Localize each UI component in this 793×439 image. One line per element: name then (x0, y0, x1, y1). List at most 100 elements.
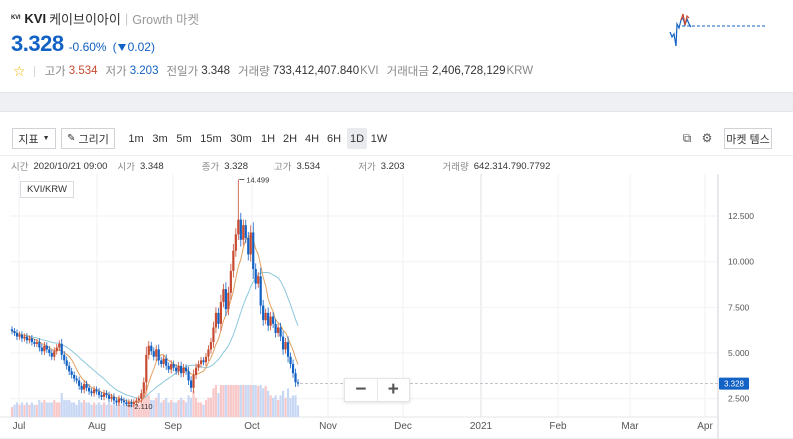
volume-bar (18, 404, 21, 417)
candle-body (175, 367, 178, 372)
zoom-out-button[interactable]: − (355, 379, 367, 400)
volume-bar (155, 397, 158, 417)
interval-1h[interactable]: 1H (260, 132, 276, 145)
candle-body (189, 380, 193, 388)
candle-body (135, 400, 138, 403)
price-chart[interactable]: Jul Aug Sep Oct Nov Dec 2021 Feb Mar Apr 2.500 5.00… (0, 112, 793, 439)
change-amount-value: 0.02 (127, 40, 151, 54)
candle-body (239, 219, 242, 240)
candle-body (219, 301, 223, 324)
candle-body (199, 360, 203, 365)
y-tick-label: 5.000 (728, 348, 750, 358)
volume-bar (147, 395, 150, 417)
candle-body (281, 336, 285, 350)
candle-body (170, 364, 173, 370)
volume-bar (53, 400, 56, 417)
candle-body (277, 327, 280, 333)
candle-body (184, 367, 188, 372)
candle-body (214, 312, 218, 328)
candle-body (272, 316, 275, 324)
candle-body (110, 396, 113, 399)
candle-body (120, 398, 123, 401)
interval-6h[interactable]: 6H (326, 132, 342, 145)
candle-body (296, 382, 300, 384)
candle-body (25, 336, 29, 341)
candle-body (187, 371, 190, 381)
volume-bar (175, 402, 178, 417)
volume-bar (110, 404, 113, 417)
volume-bar (207, 397, 210, 417)
stat-high-label: 고가 (44, 66, 66, 78)
volume-bar (294, 395, 297, 417)
volume-bar (127, 404, 130, 417)
draw-button[interactable]: ✎ 그리기 (61, 128, 115, 149)
interval-30m[interactable]: 30m (230, 132, 252, 145)
candle-body (130, 402, 133, 405)
info-low-label: 저가 (358, 162, 376, 173)
zoom-in-button[interactable]: + (376, 379, 410, 401)
ticker-header: KVI KVI 케이브이아이 | Growth 마켓 3.328 -0.60% … (0, 0, 793, 93)
info-time-label: 시간 (11, 162, 29, 173)
volume-bar (23, 404, 26, 417)
volume-bar (249, 385, 252, 417)
interval-1d[interactable]: 1D (347, 128, 367, 149)
popout-icon[interactable]: ⧉ (682, 130, 692, 145)
volume-bar (187, 395, 190, 417)
caret-down-icon: ▼ (42, 135, 50, 142)
volume-bar (13, 404, 16, 417)
volume-bar (63, 400, 66, 417)
volume-bar (90, 404, 93, 417)
moving-average-long (11, 272, 299, 399)
volume-bar (172, 402, 175, 417)
interval-4h[interactable]: 4H (304, 132, 320, 145)
volume-bar (60, 393, 63, 417)
candle-body (150, 345, 153, 352)
candle-body (10, 329, 14, 332)
x-tick-label: Nov (319, 421, 337, 432)
moving-average-short (11, 233, 299, 403)
volume-bar (58, 402, 61, 417)
interval-2h[interactable]: 2H (282, 132, 298, 145)
volume-bar (229, 385, 232, 417)
pencil-icon: ✎ (67, 133, 76, 144)
candle-body (15, 332, 19, 337)
candle-body (102, 393, 106, 397)
volume-bar (254, 385, 257, 417)
interval-15m[interactable]: 15m (200, 132, 222, 145)
candle-body (140, 393, 143, 399)
stat-high-value: 3.534 (68, 65, 98, 77)
max-annotation: 14.499 (246, 175, 269, 184)
candle-body (252, 232, 255, 270)
candle-body (125, 402, 128, 405)
candle-body (284, 342, 287, 350)
favorite-star-icon[interactable]: ☆ (13, 63, 26, 79)
volume-bar (85, 402, 88, 417)
candle-body (105, 393, 108, 396)
market-theme-button[interactable]: 마켓 템스 (724, 128, 772, 149)
candle-body (257, 276, 260, 284)
stat-turnover-unit: KRW (506, 65, 534, 77)
indicator-label: 지표 (18, 133, 39, 146)
interval-1m[interactable]: 1m (128, 132, 144, 145)
volume-bar (189, 397, 193, 417)
gear-icon[interactable]: ⚙ (701, 131, 713, 145)
candle-body (70, 371, 73, 375)
candle-body (162, 358, 165, 365)
candle-body (227, 292, 230, 310)
interval-1w[interactable]: 1W (370, 132, 388, 145)
candle-body (155, 349, 158, 357)
interval-3m[interactable]: 3m (152, 132, 168, 145)
volume-bar (267, 390, 270, 417)
interval-5m[interactable]: 5m (176, 132, 192, 145)
volume-bar (107, 402, 111, 417)
volume-bar (259, 385, 262, 417)
indicator-button[interactable]: 지표 ▼ (12, 128, 56, 149)
volume-bar (10, 407, 14, 417)
x-tick-label: Sep (164, 421, 182, 432)
stat-low-value: 3.203 (129, 65, 159, 77)
volume-bar (95, 404, 98, 417)
volume-bar (184, 402, 188, 417)
candle-body (58, 343, 61, 348)
candle-body (80, 385, 83, 390)
volume-bar (102, 402, 106, 417)
